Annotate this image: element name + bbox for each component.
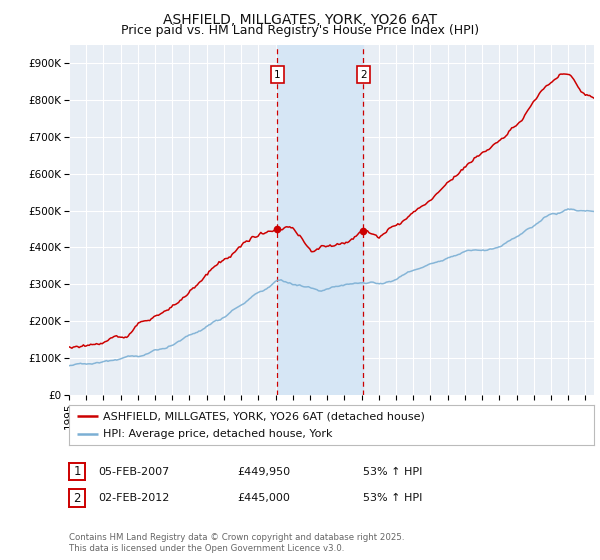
Text: ASHFIELD, MILLGATES, YORK, YO26 6AT (detached house): ASHFIELD, MILLGATES, YORK, YO26 6AT (det… — [103, 411, 425, 421]
Text: 2: 2 — [360, 69, 367, 80]
Text: £445,000: £445,000 — [237, 493, 290, 503]
Text: £449,950: £449,950 — [237, 466, 290, 477]
Text: 02-FEB-2012: 02-FEB-2012 — [98, 493, 169, 503]
Text: Price paid vs. HM Land Registry's House Price Index (HPI): Price paid vs. HM Land Registry's House … — [121, 24, 479, 36]
Text: HPI: Average price, detached house, York: HPI: Average price, detached house, York — [103, 429, 332, 439]
Text: 05-FEB-2007: 05-FEB-2007 — [98, 466, 169, 477]
Text: 1: 1 — [73, 465, 81, 478]
Bar — [277, 45, 364, 395]
Text: 2: 2 — [73, 492, 81, 505]
Text: 53% ↑ HPI: 53% ↑ HPI — [363, 493, 422, 503]
Text: Contains HM Land Registry data © Crown copyright and database right 2025.
This d: Contains HM Land Registry data © Crown c… — [69, 533, 404, 553]
Text: ASHFIELD, MILLGATES, YORK, YO26 6AT: ASHFIELD, MILLGATES, YORK, YO26 6AT — [163, 13, 437, 27]
Text: 53% ↑ HPI: 53% ↑ HPI — [363, 466, 422, 477]
Text: 1: 1 — [274, 69, 281, 80]
